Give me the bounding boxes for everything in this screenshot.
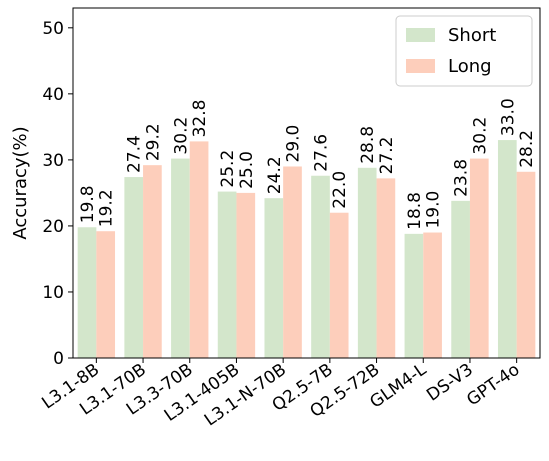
data-label-short-9: 23.8 [452,159,472,197]
bar-long-4 [236,192,256,358]
legend-swatch-short [406,28,435,42]
bar-long-1 [96,231,116,358]
y-tick-label-40: 40 [42,85,64,105]
data-label-long-4: 25.0 [237,151,257,189]
data-label-long-10: 28.2 [517,130,537,168]
data-label-short-2: 27.4 [125,135,145,173]
y-tick-label-50: 50 [42,19,64,39]
bar-long-7 [376,178,396,358]
data-label-long-6: 22.0 [330,171,350,209]
data-label-short-6: 27.6 [312,134,332,172]
bar-short-5 [264,198,284,358]
bar-long-5 [283,166,302,358]
data-label-short-7: 28.8 [358,126,378,164]
plot-frame [72,7,541,359]
data-label-short-1: 19.8 [78,185,98,223]
x-tick-label-10: GPT-4o [463,360,523,411]
bar-short-6 [311,175,330,358]
bar-short-9 [451,200,470,358]
data-label-long-3: 32.8 [190,100,210,138]
data-label-short-10: 33.0 [498,98,518,136]
legend-swatch-long [406,59,435,73]
bar-long-8 [423,232,442,358]
legend: Short Long [395,15,533,87]
y-tick-label-0: 0 [53,349,64,369]
data-label-long-2: 29.2 [143,123,163,161]
data-label-short-4: 25.2 [218,150,238,188]
bar-short-2 [124,177,144,358]
bar-long-9 [469,158,489,358]
data-label-short-3: 30.2 [171,117,191,155]
data-label-long-1: 19.2 [97,189,117,227]
bar-long-10 [516,171,536,358]
data-label-long-9: 30.2 [470,117,490,155]
legend-label-long: Long [448,56,492,77]
bar-short-7 [357,167,377,358]
bar-short-3 [171,158,190,358]
bar-short-8 [404,233,424,358]
bar-long-6 [329,212,349,358]
data-label-long-8: 19.0 [424,191,444,229]
bar-short-10 [497,140,517,358]
y-tick-label-10: 10 [42,283,64,303]
bar-short-4 [217,191,237,358]
data-label-long-5: 29.0 [283,125,303,163]
data-labels-layer: 19.8 27.4 30.2 25.2 24.2 27.6 28.8 18.8 23.8 33.0… [78,98,537,230]
y-tick-label-20: 20 [42,217,64,237]
bars-layer [77,140,536,358]
data-label-short-5: 24.2 [265,156,285,194]
bar-short-1 [77,227,97,358]
data-label-short-8: 18.8 [405,192,425,230]
data-label-long-7: 27.2 [377,137,397,175]
legend-label-short: Short [448,25,496,46]
y-axis-label: Accuracy(%) [10,126,31,239]
bar-long-3 [189,141,209,358]
y-tick-label-30: 30 [42,151,64,171]
bar-long-2 [143,165,162,358]
